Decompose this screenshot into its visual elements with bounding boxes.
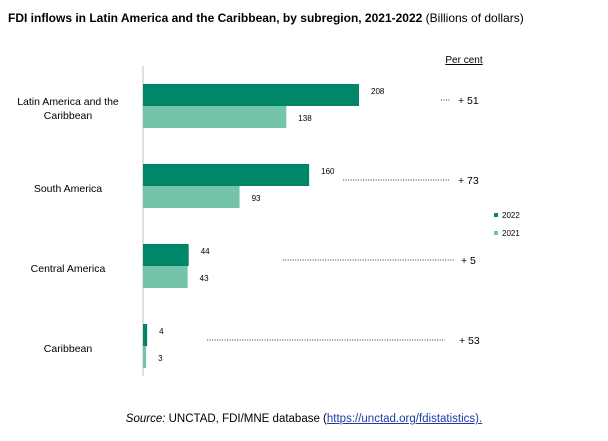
value-label: 43 bbox=[200, 274, 209, 283]
bar-2022 bbox=[143, 84, 359, 106]
source-label: Source: bbox=[125, 413, 166, 425]
value-label: 138 bbox=[298, 114, 312, 123]
bar-2021 bbox=[143, 106, 287, 128]
per-cent-header: Per cent bbox=[445, 55, 482, 66]
value-label: 4 bbox=[159, 327, 164, 336]
value-label: 44 bbox=[201, 247, 210, 256]
bar-2021 bbox=[143, 346, 147, 368]
category-label: Caribbean bbox=[44, 110, 93, 122]
value-label: 208 bbox=[371, 87, 385, 96]
bar-2022 bbox=[143, 244, 189, 266]
category-label: Caribbean bbox=[44, 343, 93, 355]
legend-label: 2021 bbox=[502, 229, 520, 238]
legend-swatch-2021 bbox=[494, 231, 498, 235]
bar-chart: Per cent Latin America and the Caribbean 20… bbox=[17, 55, 520, 376]
source-text: UNCTAD, FDI/MNE database ( bbox=[168, 413, 327, 425]
percent-change-label: + 73 bbox=[458, 175, 479, 187]
chart-title-main: FDI inflows in Latin America and the Car… bbox=[8, 11, 423, 25]
chart-title: FDI inflows in Latin America and the Car… bbox=[8, 11, 524, 25]
category-label: South America bbox=[34, 183, 102, 195]
percent-change-label: + 53 bbox=[459, 335, 480, 347]
bar-2021 bbox=[143, 186, 240, 208]
source-link[interactable]: https://unctad.org/fdistatistics). bbox=[326, 413, 483, 425]
bar-2022 bbox=[143, 324, 148, 346]
percent-change-label: + 51 bbox=[458, 95, 479, 107]
bar-2021 bbox=[143, 266, 188, 288]
legend-swatch-2022 bbox=[494, 213, 498, 217]
value-label: 3 bbox=[158, 354, 163, 363]
value-label: 93 bbox=[252, 194, 261, 203]
source-note: Source: UNCTAD, FDI/MNE database (https:… bbox=[0, 413, 608, 425]
chart-title-unit: (Billions of dollars) bbox=[425, 11, 524, 25]
category-label: Latin America and the bbox=[17, 96, 119, 108]
percent-change-label: + 5 bbox=[461, 255, 476, 267]
category-label: Central America bbox=[31, 263, 106, 275]
value-label: 160 bbox=[321, 167, 335, 176]
bar-2022 bbox=[143, 164, 310, 186]
legend-label: 2022 bbox=[502, 211, 520, 220]
